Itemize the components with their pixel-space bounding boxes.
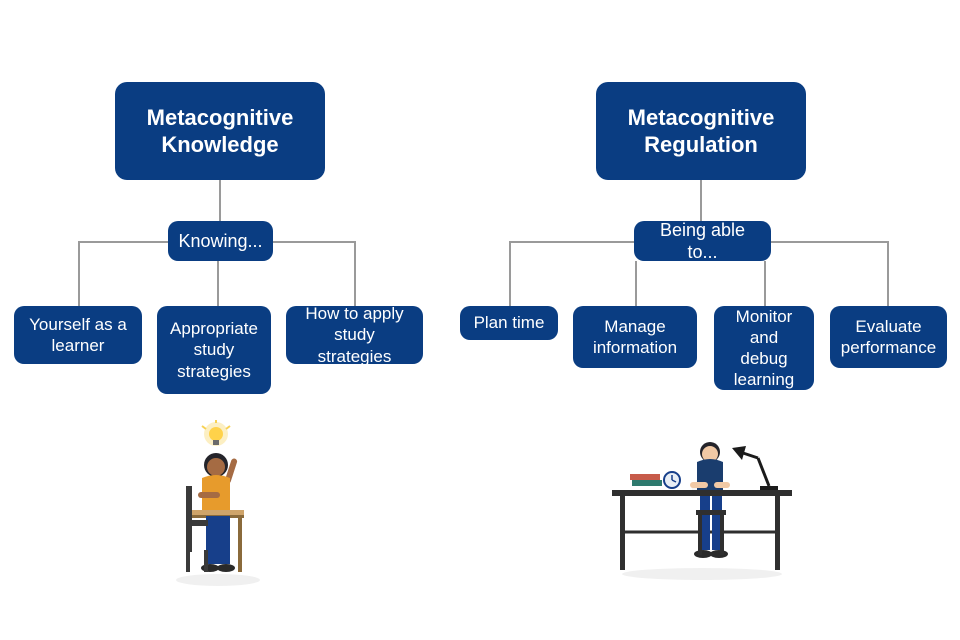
connector-drop [509, 241, 511, 306]
student-idea-illustration [168, 420, 278, 595]
right-mid-node: Being able to... [634, 221, 771, 261]
connector-drop [635, 261, 637, 306]
connector-drop [887, 241, 889, 306]
right-leaf-node: Plan time [460, 306, 558, 340]
left-leaf-node: How to apply study strategies [286, 306, 423, 364]
student-desk-illustration [600, 430, 805, 585]
right-leaf-node: Evaluate performance [830, 306, 947, 368]
right-leaf-node: Monitor and debug learning [714, 306, 814, 390]
connector-drop [764, 261, 766, 306]
left-mid-node: Knowing... [168, 221, 273, 261]
right-leaf-node: Manage information [573, 306, 697, 368]
connector-vline [700, 180, 702, 221]
connector-drop [217, 261, 219, 306]
left-leaf-node: Yourself as a learner [14, 306, 142, 364]
right-root-node: MetacognitiveRegulation [596, 82, 806, 180]
left-leaf-node: Appropriate study strategies [157, 306, 271, 394]
left-root-node: MetacognitiveKnowledge [115, 82, 325, 180]
connector-drop [78, 241, 80, 306]
connector-vline [219, 180, 221, 221]
connector-drop [354, 241, 356, 306]
